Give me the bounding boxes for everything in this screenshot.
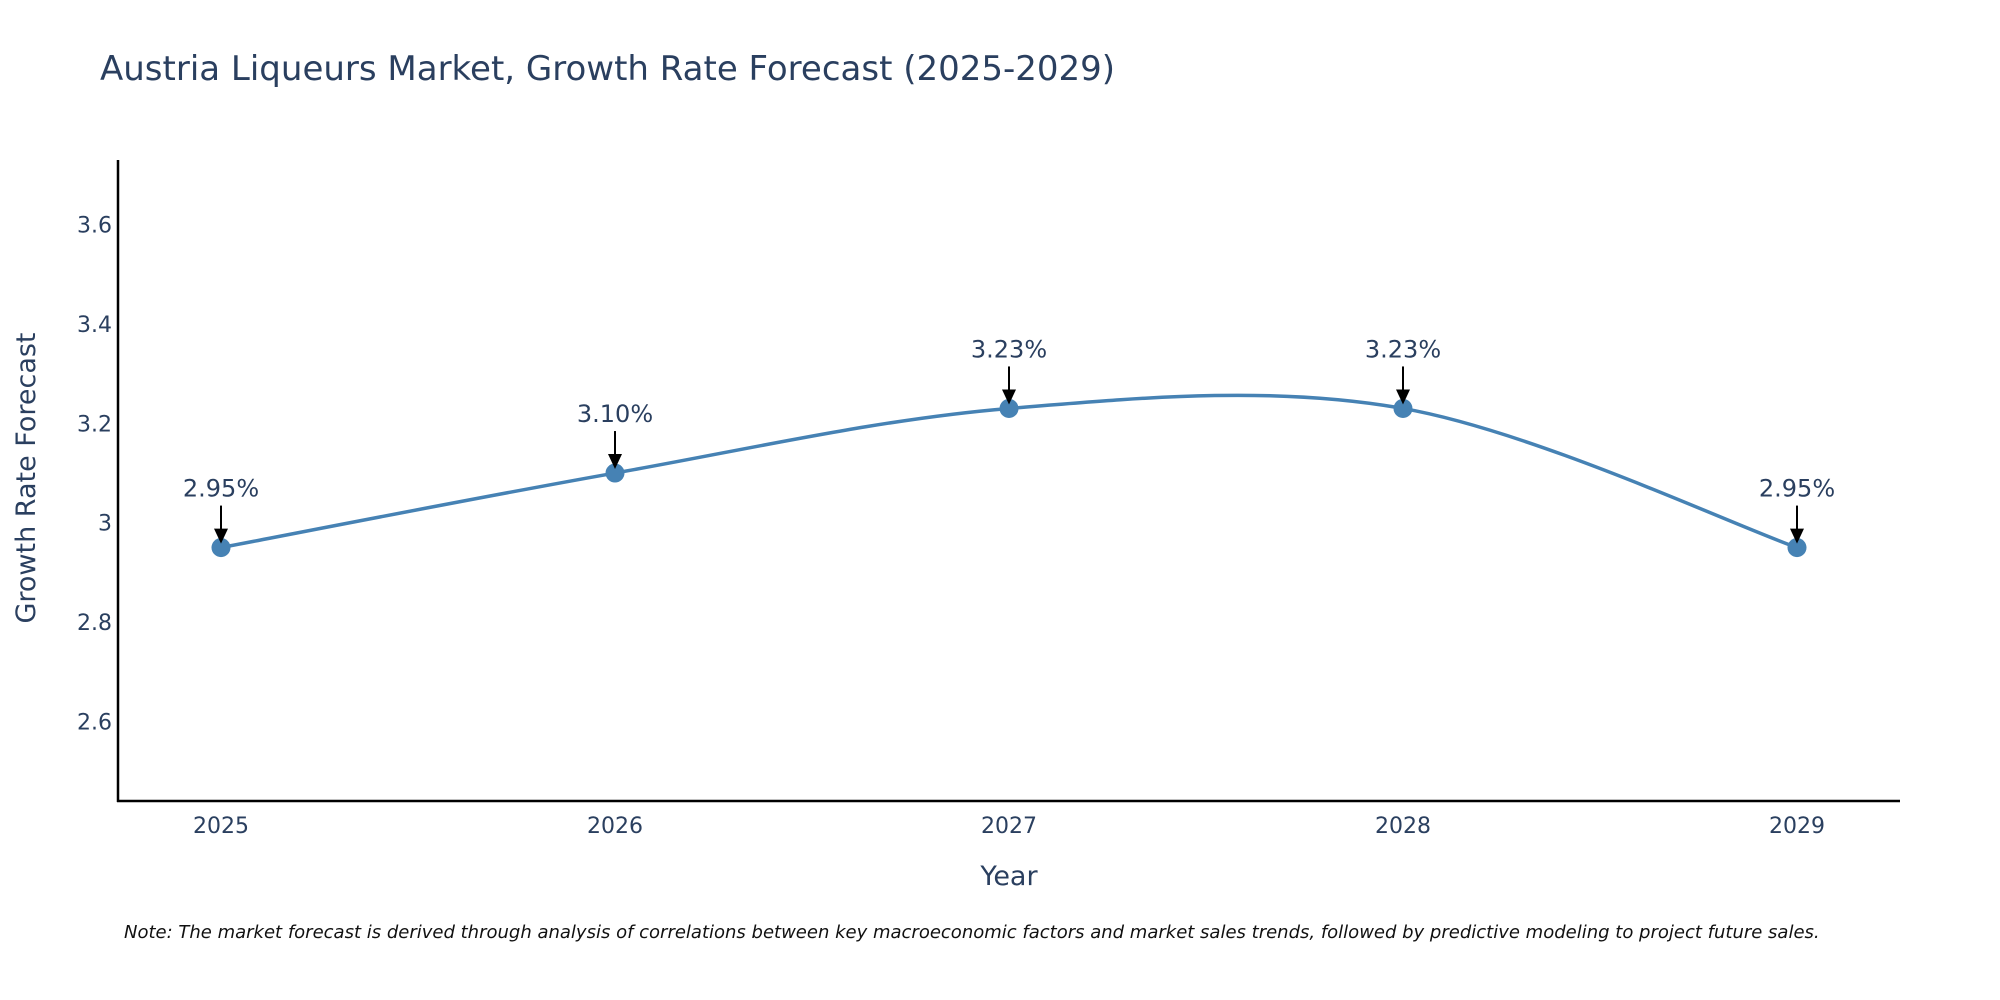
annotation-2026: 3.10% (577, 400, 653, 470)
x-tick-label: 2028 (1375, 814, 1431, 839)
data-markers (211, 398, 1807, 558)
x-tick-label: 2029 (1769, 814, 1825, 839)
annotation-2025: 2.95% (183, 475, 259, 544)
x-tick-label: 2025 (193, 814, 249, 839)
arrow-head (1396, 389, 1410, 405)
data-annotations: 2.95% 3.10% 3.23% 3.23% 2.95% (183, 335, 1835, 544)
y-tick-label: 3.6 (77, 214, 112, 239)
data-point-2029 (1787, 538, 1807, 558)
arrow-head (1790, 528, 1804, 544)
annotation-2029: 2.95% (1759, 475, 1835, 544)
data-point-2026 (605, 463, 625, 483)
series-line (220, 393, 1798, 550)
data-label: 3.10% (577, 400, 653, 428)
data-label: 2.95% (183, 475, 259, 503)
y-axis-title: Growth Rate Forecast (11, 332, 42, 623)
arrow-head (608, 454, 622, 470)
data-point-2028 (1393, 398, 1413, 418)
x-tick-label: 2027 (981, 814, 1037, 839)
data-label: 3.23% (971, 335, 1047, 363)
data-label: 3.23% (1365, 335, 1441, 363)
data-point-2027 (999, 398, 1019, 418)
y-tick-label: 2.6 (77, 710, 112, 735)
data-label: 2.95% (1759, 475, 1835, 503)
arrow-head (1002, 389, 1016, 405)
y-tick-label: 2.8 (77, 611, 112, 636)
arrow-head (214, 528, 228, 544)
annotation-2028: 3.23% (1365, 335, 1441, 405)
y-tick-label: 3 (98, 512, 112, 537)
footnote: Note: The market forecast is derived thr… (124, 922, 1820, 943)
annotation-2027: 3.23% (971, 335, 1047, 405)
y-tick-label: 3.2 (77, 412, 112, 437)
y-tick-label: 3.4 (77, 313, 112, 338)
chart-title: Austria Liqueurs Market, Growth Rate For… (100, 49, 1115, 89)
axes (116, 160, 1900, 803)
x-tick-label: 2026 (587, 814, 643, 839)
y-ticks: 2.6 2.8 3 3.2 3.4 3.6 (77, 214, 112, 736)
x-ticks: 2025 2026 2027 2028 2029 (193, 814, 1825, 839)
data-point-2025 (211, 538, 231, 558)
x-axis-title: Year (979, 861, 1038, 892)
